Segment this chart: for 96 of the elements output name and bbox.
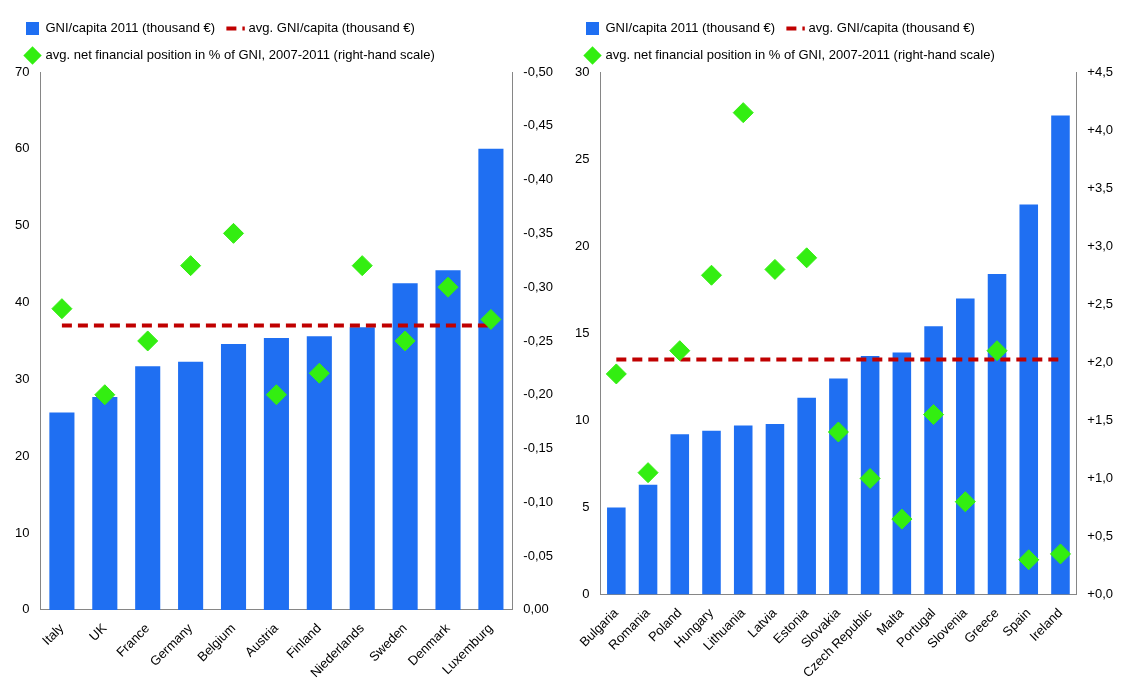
point [954, 491, 976, 513]
y2-tick-label: +1,5 [1087, 411, 1114, 427]
y2-tick-label: -0,45 [523, 117, 554, 133]
y-tick-label: 60 [14, 140, 30, 156]
point [394, 330, 416, 352]
x-tick-label: UK [86, 620, 110, 644]
y-tick-label: 50 [14, 217, 30, 233]
y2-tick-label: -0,50 [523, 63, 554, 79]
bar [829, 378, 848, 595]
y-tick-label: 0 [582, 586, 590, 602]
y-tick-label: 5 [582, 499, 590, 515]
point [51, 298, 73, 320]
bar [1051, 115, 1070, 595]
y2-tick-label: -0,05 [523, 547, 554, 563]
bar [797, 397, 816, 595]
y2-tick-label: -0,35 [523, 224, 554, 240]
y2-tick-label: +2,5 [1087, 295, 1114, 311]
bar [478, 148, 504, 610]
bar [306, 336, 332, 610]
bar [49, 412, 75, 610]
y2-tick-label: -0,25 [523, 332, 554, 348]
point [351, 255, 373, 277]
y-tick-label: 10 [574, 411, 590, 427]
y-tick-label: 70 [14, 63, 30, 79]
y2-tick-label: 0,00 [523, 601, 549, 617]
point [827, 421, 849, 443]
point [94, 384, 116, 406]
y2-tick-label: -0,10 [523, 493, 554, 509]
point [701, 264, 722, 286]
bar [220, 344, 247, 610]
point [923, 404, 945, 426]
bar [135, 366, 161, 610]
legend-label: GNI/capita 2011 (thousand €) [45, 20, 216, 36]
point [891, 508, 913, 530]
y2-tick-label: -0,20 [523, 386, 554, 402]
y2-tick-label: +0,0 [1087, 586, 1114, 602]
bar [987, 274, 1007, 595]
y-tick-label: 20 [14, 447, 30, 463]
point [605, 363, 627, 385]
point [637, 462, 659, 484]
point [986, 340, 1008, 362]
bar [892, 352, 912, 595]
bar [349, 327, 375, 610]
legend-label: avg. net financial position in % of GNI, 2007-2011 (right-hand scale) [45, 47, 435, 63]
bar [670, 434, 690, 595]
y2-tick-label: -0,15 [523, 440, 554, 456]
bar [765, 423, 785, 595]
legend-label: GNI/capita 2011 (thousand €) [605, 20, 776, 36]
y2-tick-label: -0,40 [523, 171, 554, 187]
y-tick-label: 30 [14, 370, 30, 386]
y-tick-label: 25 [574, 150, 590, 166]
bar [702, 430, 721, 595]
y2-tick-label: +4,0 [1087, 121, 1114, 137]
point [180, 255, 202, 277]
legend-label: avg. net financial position in % of GNI, 2007-2011 (right-hand scale) [605, 47, 995, 63]
bar [860, 355, 880, 595]
y2-tick-label: +2,0 [1087, 353, 1114, 369]
y2-tick-label: +1,0 [1087, 470, 1114, 486]
bar [924, 326, 943, 595]
legend-label: avg. GNI/capita (thousand €) [248, 20, 415, 36]
bar [1019, 204, 1039, 595]
y-tick-label: 15 [574, 324, 590, 340]
y2-tick-label: -0,30 [523, 278, 554, 294]
point [859, 467, 881, 489]
point [764, 258, 786, 280]
y2-tick-label: +4,5 [1087, 63, 1114, 79]
y2-tick-label: +0,5 [1087, 528, 1114, 544]
y-tick-label: 30 [574, 63, 590, 79]
y2-tick-label: +3,5 [1087, 179, 1114, 195]
point [137, 330, 159, 352]
bar [733, 425, 753, 595]
bar [956, 298, 975, 595]
bar [435, 270, 461, 610]
y-tick-label: 40 [14, 294, 30, 310]
point [732, 102, 754, 124]
point [796, 247, 818, 269]
point [480, 308, 502, 330]
point [437, 276, 459, 298]
point [265, 384, 287, 406]
y2-tick-label: +3,0 [1087, 237, 1114, 253]
y-tick-label: 0 [22, 601, 30, 617]
point [308, 362, 330, 384]
bar [263, 337, 289, 610]
bar [607, 507, 626, 595]
bar [392, 283, 418, 610]
point [223, 222, 245, 244]
legend-label: avg. GNI/capita (thousand €) [808, 20, 975, 36]
bar [178, 361, 204, 610]
point [669, 340, 691, 362]
x-tick-label: Italy [39, 620, 67, 648]
bar [638, 484, 658, 595]
bar [92, 397, 118, 610]
point [1049, 543, 1071, 565]
point [1018, 549, 1040, 571]
y-tick-label: 20 [574, 237, 590, 253]
y-tick-label: 10 [14, 524, 30, 540]
